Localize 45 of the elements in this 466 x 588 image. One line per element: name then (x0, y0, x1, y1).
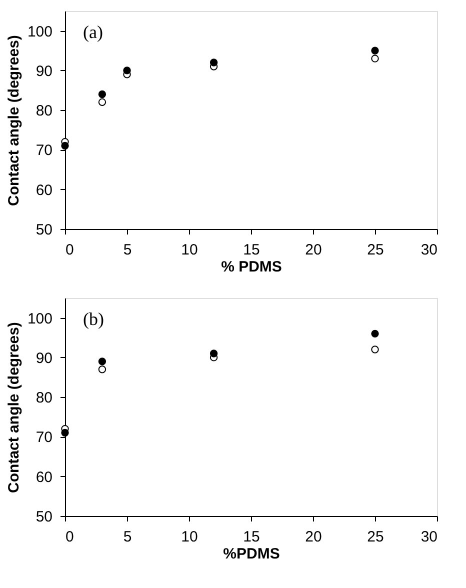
y-tick-label: 90 (36, 62, 52, 80)
point (98, 366, 106, 374)
point (210, 58, 218, 66)
y-axis-title: Contact angle (degrees) (5, 35, 22, 206)
x-tick-label: 0 (66, 242, 74, 258)
point (123, 66, 131, 74)
point (98, 358, 106, 366)
y-tick-label: 70 (36, 429, 52, 446)
y-tick-label: 90 (36, 350, 52, 367)
x-axis-title: %PDMS (223, 546, 280, 562)
y-tick-label: 50 (36, 508, 52, 526)
x-tick-label: 5 (123, 242, 132, 258)
y-tick-label: 50 (36, 222, 52, 238)
point (61, 428, 69, 437)
y-tick-label: 60 (36, 468, 52, 486)
y-tick-label: 80 (36, 390, 52, 407)
y-tick-label: 80 (36, 102, 52, 120)
y-tick-label: 100 (27, 23, 52, 40)
point (98, 90, 106, 98)
y-tick-label: 100 (27, 310, 52, 328)
y-tick-label: 70 (36, 142, 52, 160)
x-tick-label: 15 (243, 242, 260, 258)
point (210, 350, 218, 358)
x-tick-label: 0 (66, 528, 74, 546)
x-tick-label: 30 (420, 528, 438, 546)
point (371, 330, 379, 338)
x-tick-label: 20 (305, 242, 322, 258)
point (61, 142, 69, 150)
point (371, 46, 379, 54)
annotation: (b) (83, 309, 104, 329)
point (98, 98, 106, 106)
x-tick-label: 15 (243, 528, 260, 546)
point (371, 54, 379, 62)
x-tick-label: 30 (420, 242, 438, 258)
point (371, 346, 379, 354)
x-axis-title: % PDMS (221, 258, 282, 276)
y-axis-title: Contact angle (degrees) (5, 322, 22, 493)
y-tick-label: 60 (36, 182, 52, 199)
x-tick-label: 25 (367, 242, 384, 258)
x-tick-label: 10 (181, 242, 198, 258)
x-tick-label: 5 (123, 528, 132, 546)
x-tick-label: 25 (367, 528, 384, 546)
annotation: (a) (83, 22, 103, 42)
x-tick-label: 10 (181, 528, 198, 546)
x-tick-label: 20 (305, 528, 322, 546)
